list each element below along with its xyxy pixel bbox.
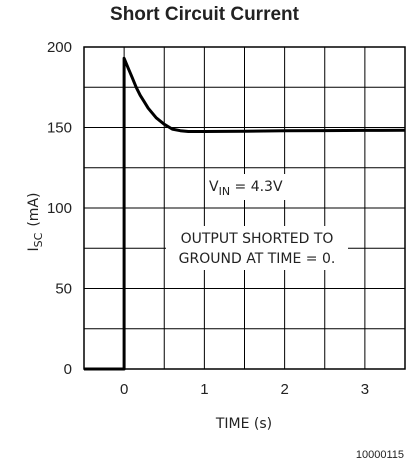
note-line-2: GROUND AT TIME = 0. <box>179 251 336 267</box>
x-tick-label: 1 <box>200 381 208 398</box>
figure-id: 10000115 <box>356 449 404 461</box>
y-axis-label: ISC(mA) <box>26 193 45 252</box>
x-tick-label: 2 <box>280 381 288 398</box>
x-tick-label: 3 <box>361 381 369 398</box>
y-tick-label: 150 <box>47 120 72 137</box>
tick-labels: 0 50 100 150 200 0 1 2 3 <box>47 39 369 398</box>
y-tick-label: 200 <box>47 39 72 56</box>
x-tick-label: 0 <box>120 381 128 398</box>
note-annotation-bg <box>166 226 348 270</box>
chart-title: Short Circuit Current <box>110 4 299 25</box>
vin-annotation-bg <box>205 174 311 200</box>
y-tick-label: 100 <box>47 200 72 217</box>
vin-annotation: VIN = 4.3V <box>209 179 283 198</box>
y-tick-label: 50 <box>55 281 72 298</box>
plot-frame <box>83 46 406 370</box>
x-axis-label: TIME (s) <box>215 416 272 432</box>
y-tick-label: 0 <box>64 361 72 378</box>
note-line-1: OUTPUT SHORTED TO <box>181 231 334 247</box>
grid <box>84 47 405 369</box>
isc-curve <box>84 56 406 371</box>
